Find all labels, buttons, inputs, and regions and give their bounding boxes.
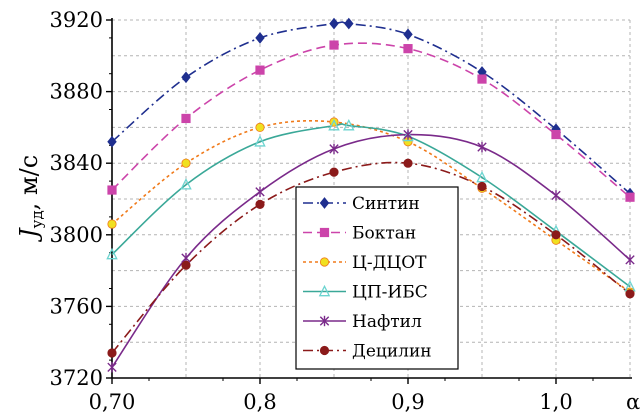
data-point [551,129,561,140]
data-point [329,143,339,155]
legend-label: ЦП-ИБС [352,283,428,303]
legend-label: Боктан [352,224,416,244]
data-point [328,118,340,131]
legend-marker [319,315,330,327]
x-axis-label: α [626,390,640,414]
data-point [107,348,117,358]
data-point [403,28,413,41]
x-tick-labels: 0,70 0,8 0,9 1,0 [89,390,573,414]
legend-marker [318,284,331,297]
axes [106,18,632,384]
series-line-1 [111,21,631,195]
series-markers [106,17,636,373]
data-point [477,141,487,153]
data-point [343,118,355,131]
legend-label: Децилин [352,342,432,362]
data-point [329,167,339,177]
data-point [106,247,118,260]
x-tick-label: 0,70 [89,390,136,414]
data-point [477,74,487,84]
legend-box [295,186,459,370]
series-line-4 [111,123,631,288]
legend-marker [319,227,330,238]
legend-label: Синтин [352,194,420,214]
y-tick-label: 3760 [50,294,103,318]
data-point [551,230,561,240]
data-point [477,181,487,192]
data-point [181,71,191,84]
x-tick-label: 0,9 [391,390,424,414]
data-point [107,185,117,195]
legend-marker [319,197,330,209]
data-point [402,129,414,142]
y-tick-label: 3920 [50,8,103,32]
data-point [181,158,191,168]
legend-marker [319,257,330,267]
y-tick-label: 3720 [50,366,103,390]
data-point [625,254,635,266]
series-line-3 [111,120,631,293]
legend-marker [319,345,330,356]
data-point [255,65,265,75]
y-tick-label: 3840 [50,151,103,175]
x-tick-label: 0,8 [243,390,276,414]
y-axis-label-unit: , м/с [15,155,43,210]
y-axis-label-sub: уд [28,210,46,228]
data-point [254,135,266,147]
data-point [344,17,354,30]
data-point [403,158,413,168]
data-point [255,32,265,44]
data-point [403,44,413,54]
data-point [403,129,413,140]
data-point [476,170,488,183]
data-point [255,122,265,133]
data-point [625,192,635,202]
data-point [255,199,265,209]
data-point [551,190,561,201]
data-point [181,113,191,124]
y-tick-label: 3880 [50,80,103,104]
data-point [180,178,192,190]
data-point [625,289,635,299]
x-tick-label: 1,0 [539,390,572,414]
data-point [181,260,191,270]
legend-label: Нафтил [352,312,422,332]
y-tick-label: 3800 [50,223,103,247]
data-point [329,40,339,50]
data-point [107,135,117,148]
data-point [255,186,265,198]
data-point [107,219,117,229]
y-tick-labels: 3720 3760 3800 3840 3880 3920 [50,8,103,390]
y-axis-label: Jуд, м/с [15,155,46,243]
legend: Синтин Боктан Ц-ДЦОТ ЦП-ИБС Нафтил Децилин [295,186,459,370]
data-point [107,362,117,373]
legend-label: Ц-ДЦОТ [352,253,427,273]
data-point [329,17,339,30]
